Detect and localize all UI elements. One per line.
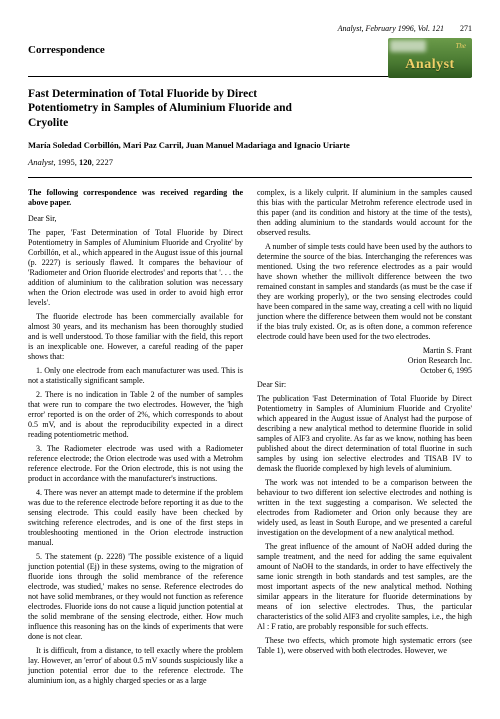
journal-logo: The Analyst [388,38,472,78]
citation-page: 2227 [96,157,113,167]
divider [28,177,472,178]
body-paragraph: The fluoride electrode has been commerci… [28,312,243,362]
citation: Analyst, 1995, 120, 2227 [28,157,472,168]
logo-main-text: Analyst [388,56,472,74]
journal-name: Analyst, February 1996, Vol. 121 [338,24,444,34]
signature: Martin S. Frant Orion Research Inc. Octo… [257,346,472,376]
list-item: 3. The Radiometer electrode was used wit… [28,444,243,484]
list-item: 2. There is no indication in Table 2 of … [28,390,243,440]
body-paragraph: The paper, 'Fast Determination of Total … [28,228,243,308]
body-paragraph: The work was not intended to be a compar… [257,478,472,538]
body-paragraph: The great influence of the amount of NaO… [257,542,472,632]
salutation: Dear Sir: [257,380,472,390]
list-item: 5. The statement (p. 2228) 'The possible… [28,552,243,642]
authors: María Soledad Corbillón, Mari Paz Carril… [28,140,472,151]
list-item: 4. There was never an attempt made to de… [28,488,243,548]
intro-text: The following correspondence was receive… [28,188,243,208]
body-paragraph: complex, is a likely culprit. If alumini… [257,188,472,238]
running-header: Analyst, February 1996, Vol. 121 271 [28,24,472,34]
citation-journal: Analyst [28,157,54,167]
body-columns: The following correspondence was receive… [28,188,472,690]
signature-affiliation: Orion Research Inc. [408,356,472,365]
signature-name: Martin S. Frant [423,346,472,355]
logo-small-text: The [456,42,467,51]
body-paragraph: A number of simple tests could have been… [257,242,472,342]
body-paragraph: These two effects, which promote high sy… [257,636,472,656]
list-item: 1. Only one electrode from each manufact… [28,366,243,386]
citation-volume: 120 [79,157,92,167]
salutation: Dear Sir, [28,214,243,224]
signature-date: October 6, 1995 [420,366,472,375]
article-title: Fast Determination of Total Fluoride by … [28,87,318,130]
body-paragraph: The publication 'Fast Determination of T… [257,394,472,474]
citation-year: 1995 [58,157,75,167]
body-paragraph: It is difficult, from a distance, to tel… [28,646,243,686]
page-number: 271 [460,24,472,34]
